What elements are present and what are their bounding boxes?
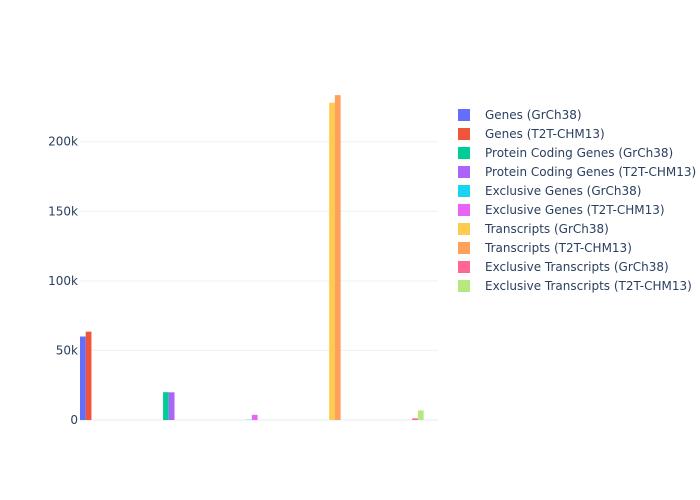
legend-swatch bbox=[458, 280, 470, 292]
legend-swatch bbox=[458, 166, 470, 178]
legend-label: Exclusive Transcripts (T2T-CHM13) bbox=[485, 279, 692, 293]
legend-label: Genes (GrCh38) bbox=[485, 108, 582, 122]
legend-item[interactable]: Exclusive Genes (T2T-CHM13) bbox=[458, 203, 665, 217]
bar[interactable] bbox=[168, 392, 175, 420]
legend-swatch bbox=[458, 109, 470, 121]
legend-label: Exclusive Genes (GrCh38) bbox=[485, 184, 641, 198]
bars bbox=[80, 95, 424, 421]
bar[interactable] bbox=[251, 414, 258, 420]
y-axis: 0 50k 100k 150k 200k bbox=[48, 135, 78, 427]
y-tick-label: 150k bbox=[48, 204, 78, 218]
legend-item[interactable]: Transcripts (T2T-CHM13) bbox=[458, 241, 632, 255]
bar[interactable] bbox=[80, 336, 86, 420]
legend-label: Transcripts (GrCh38) bbox=[484, 222, 609, 236]
legend[interactable]: Genes (GrCh38) Genes (T2T-CHM13) Protein C… bbox=[458, 108, 696, 293]
legend-item[interactable]: Genes (T2T-CHM13) bbox=[458, 127, 605, 141]
legend-label: Exclusive Genes (T2T-CHM13) bbox=[485, 203, 665, 217]
bar[interactable] bbox=[417, 410, 424, 420]
legend-label: Protein Coding Genes (GrCh38) bbox=[485, 146, 673, 160]
legend-label: Exclusive Transcripts (GrCh38) bbox=[485, 260, 669, 274]
legend-item[interactable]: Exclusive Genes (GrCh38) bbox=[458, 184, 641, 198]
legend-swatch bbox=[458, 185, 470, 197]
bar[interactable] bbox=[329, 102, 335, 421]
bar[interactable] bbox=[334, 95, 341, 420]
legend-item[interactable]: Protein Coding Genes (T2T-CHM13) bbox=[458, 165, 696, 179]
legend-swatch bbox=[458, 204, 470, 216]
legend-swatch bbox=[458, 223, 470, 235]
legend-swatch bbox=[458, 147, 470, 159]
grid-lines bbox=[80, 141, 438, 421]
bar[interactable] bbox=[85, 331, 92, 420]
bar[interactable] bbox=[163, 392, 169, 420]
legend-swatch bbox=[458, 242, 470, 254]
legend-swatch bbox=[458, 128, 470, 140]
y-tick-label: 50k bbox=[56, 343, 78, 357]
bar[interactable] bbox=[412, 418, 418, 420]
legend-item[interactable]: Exclusive Transcripts (GrCh38) bbox=[458, 260, 669, 274]
y-tick-label: 100k bbox=[48, 274, 78, 288]
legend-item[interactable]: Protein Coding Genes (GrCh38) bbox=[458, 146, 673, 160]
legend-swatch bbox=[458, 261, 470, 273]
legend-label: Genes (T2T-CHM13) bbox=[485, 127, 605, 141]
y-tick-label: 200k bbox=[48, 135, 78, 149]
y-tick-label: 0 bbox=[70, 413, 78, 427]
legend-item[interactable]: Genes (GrCh38) bbox=[458, 108, 582, 122]
legend-label: Transcripts (T2T-CHM13) bbox=[484, 241, 632, 255]
legend-item[interactable]: Transcripts (GrCh38) bbox=[458, 222, 609, 236]
legend-item[interactable]: Exclusive Transcripts (T2T-CHM13) bbox=[458, 279, 692, 293]
legend-label: Protein Coding Genes (T2T-CHM13) bbox=[485, 165, 696, 179]
